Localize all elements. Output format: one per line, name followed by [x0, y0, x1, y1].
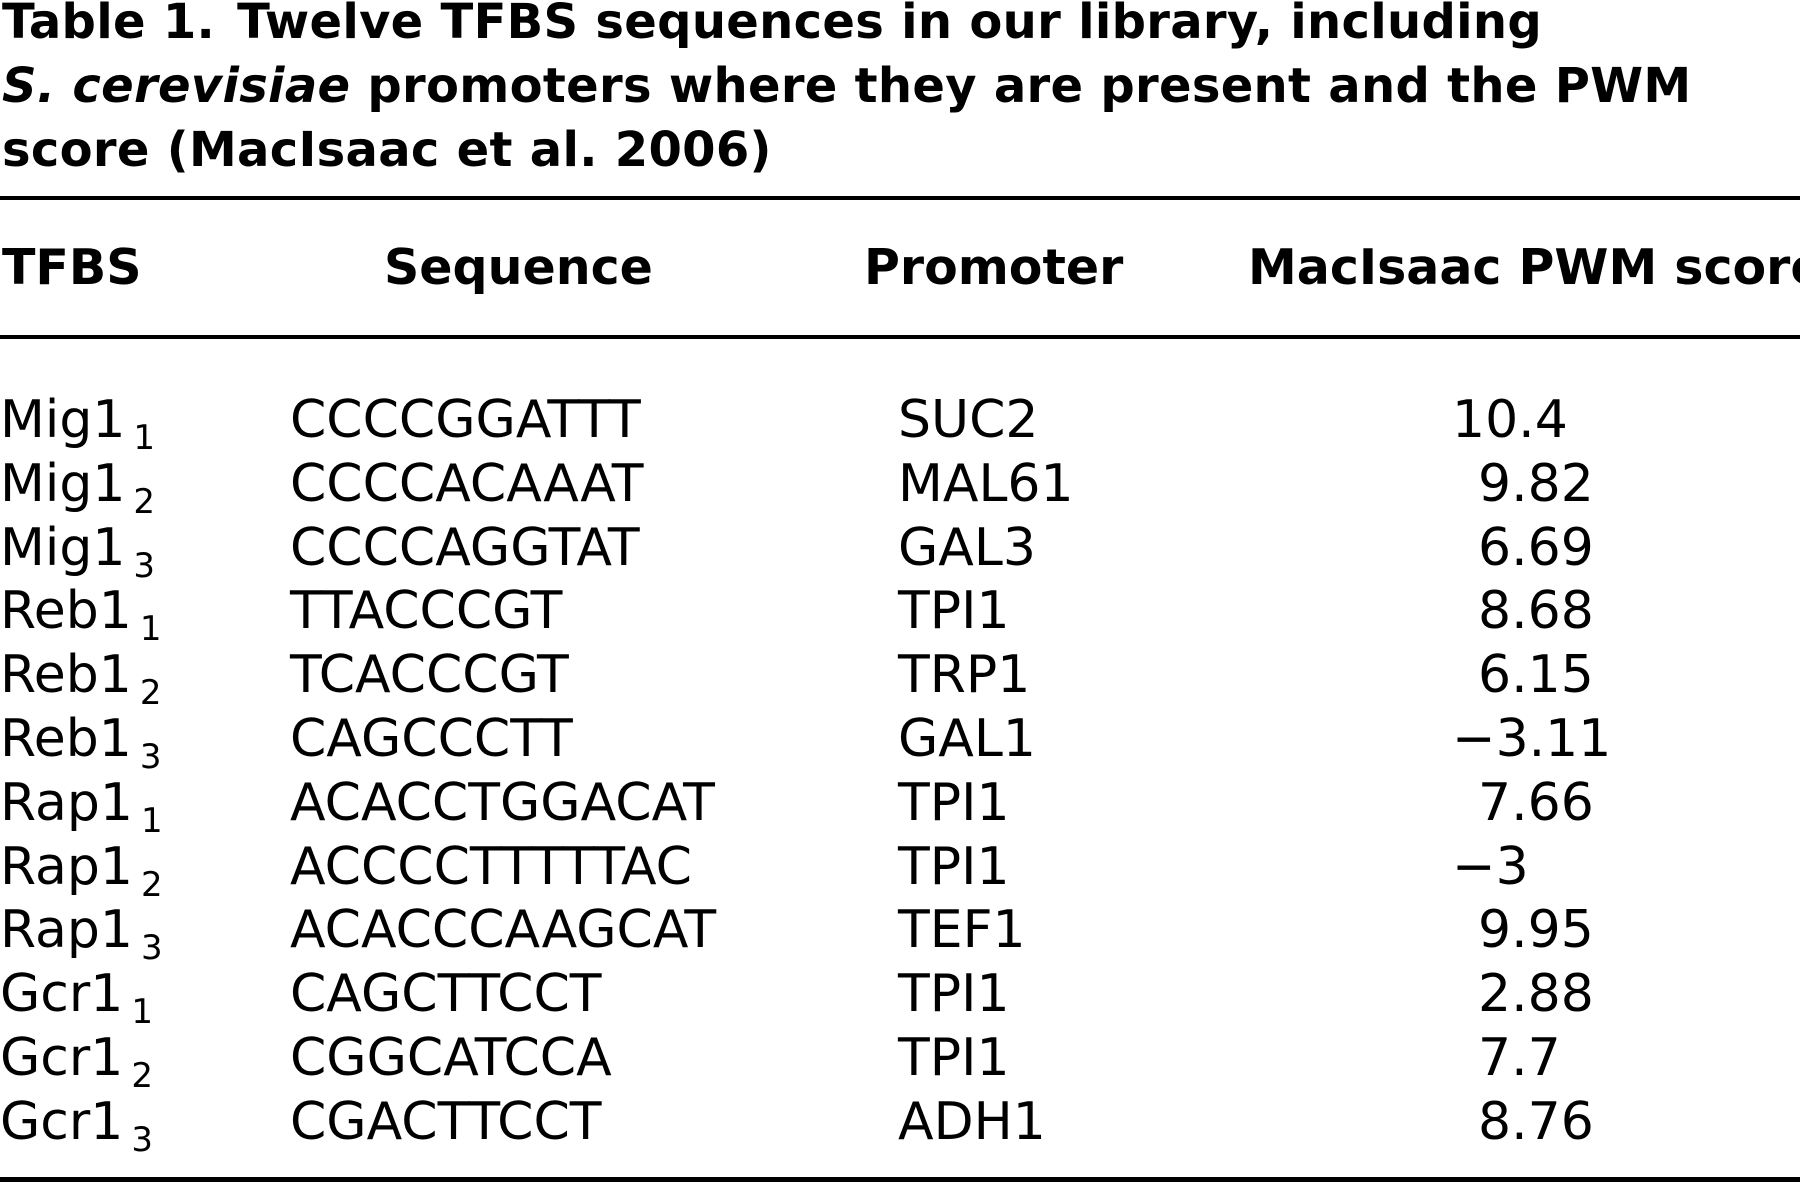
promoter-cell: TEF1: [898, 900, 1026, 960]
sequence-cell: ACACCTGGACAT: [290, 773, 715, 833]
sequence-cell: CGACTTCCT: [290, 1092, 602, 1152]
promoter-cell: GAL1: [898, 709, 1036, 769]
tfbs-cell: Reb1 1: [0, 579, 162, 661]
table-row: Reb1 2 TCACCCGT TRP1 6.15: [0, 643, 1800, 713]
score-cell: 9.82: [1452, 454, 1594, 514]
promoter-cell: GAL3: [898, 518, 1036, 578]
sequence-cell: CCCCAGGTAT: [290, 518, 640, 578]
promoter-cell: TPI1: [898, 1028, 1010, 1088]
tfbs-cell: Mig1 3: [0, 516, 155, 598]
promoter-cell: TPI1: [898, 837, 1010, 897]
promoter-cell: TPI1: [898, 773, 1010, 833]
tfbs-name: Reb1: [0, 709, 132, 769]
bottom-rule: [0, 1177, 1800, 1182]
tfbs-name: Gcr1: [0, 964, 124, 1024]
tfbs-index: 1: [131, 992, 153, 1032]
promoter-cell: TPI1: [898, 964, 1010, 1024]
sequence-cell: ACCCCTTTTTAC: [290, 837, 692, 897]
table-row: Gcr1 2 CGGCATCCA TPI1 7.7: [0, 1026, 1800, 1096]
sequence-cell: CAGCTTCCT: [290, 964, 602, 1024]
score-cell: 8.76: [1452, 1092, 1594, 1152]
tfbs-name: Rap1: [0, 837, 133, 897]
tfbs-name: Reb1: [0, 581, 132, 641]
header-rule: [0, 335, 1800, 339]
tfbs-index: 3: [133, 546, 156, 586]
sequence-cell: CCCCGGATTT: [290, 390, 641, 450]
sequence-cell: CGGCATCCA: [290, 1028, 612, 1088]
tfbs-index: 2: [133, 482, 156, 522]
tfbs-name: Gcr1: [0, 1092, 124, 1152]
column-header-score: MacIsaac PWM score: [1248, 239, 1800, 296]
top-rule: [0, 196, 1800, 200]
score-cell: 6.69: [1452, 518, 1594, 578]
table-row: Reb1 1 TTACCCGT TPI1 8.68: [0, 579, 1800, 649]
tfbs-cell: Reb1 2: [0, 643, 162, 725]
score-cell: 6.15: [1452, 645, 1594, 705]
sequence-cell: CCCCACAAAT: [290, 454, 644, 514]
column-header-tfbs: TFBS: [2, 239, 142, 296]
tfbs-index: 3: [139, 737, 162, 777]
column-header-sequence: Sequence: [384, 239, 653, 296]
promoter-cell: TRP1: [898, 645, 1031, 705]
tfbs-cell: Mig1 2: [0, 452, 155, 534]
caption-species: S. cerevisiae: [2, 58, 351, 114]
tfbs-index: 1: [140, 801, 163, 841]
tfbs-index: 2: [140, 865, 163, 905]
score-cell: −3.11: [1452, 709, 1612, 769]
tfbs-index: 1: [133, 418, 156, 458]
sequence-cell: CAGCCCTT: [290, 709, 573, 769]
score-cell: 9.95: [1452, 900, 1594, 960]
tfbs-cell: Rap1 2: [0, 835, 163, 917]
tfbs-cell: Gcr1 1: [0, 962, 153, 1044]
table-row: Rap1 3 ACACCCAAGCAT TEF1 9.95: [0, 898, 1800, 968]
score-cell: 8.68: [1452, 581, 1594, 641]
sequence-cell: TCACCCGT: [290, 645, 569, 705]
table-label: Table 1.: [2, 0, 216, 50]
score-cell: 10.4: [1452, 390, 1568, 450]
promoter-cell: MAL61: [898, 454, 1074, 514]
table-row: Rap1 2 ACCCCTTTTTAC TPI1 −3: [0, 835, 1800, 905]
caption-text-1: Twelve TFBS sequences in our library, in…: [237, 0, 1543, 50]
tfbs-cell: Rap1 1: [0, 771, 163, 853]
table-row: Mig1 2 CCCCACAAAT MAL61 9.82: [0, 452, 1800, 522]
score-cell: 7.66: [1452, 773, 1594, 833]
tfbs-name: Gcr1: [0, 1028, 124, 1088]
sequence-cell: ACACCCAAGCAT: [290, 900, 717, 960]
sequence-cell: TTACCCGT: [290, 581, 563, 641]
tfbs-index: 2: [139, 673, 162, 713]
promoter-cell: TPI1: [898, 581, 1010, 641]
tfbs-name: Rap1: [0, 900, 133, 960]
tfbs-cell: Reb1 3: [0, 707, 162, 789]
tfbs-name: Reb1: [0, 645, 132, 705]
tfbs-cell: Gcr1 3: [0, 1090, 153, 1172]
tfbs-name: Rap1: [0, 773, 133, 833]
tfbs-index: 3: [140, 928, 163, 968]
table-row: Gcr1 1 CAGCTTCCT TPI1 2.88: [0, 962, 1800, 1032]
score-cell: −3: [1452, 837, 1529, 897]
score-cell: 7.7: [1452, 1028, 1561, 1088]
tfbs-name: Mig1: [0, 390, 126, 450]
table-row: Reb1 3 CAGCCCTT GAL1 −3.11: [0, 707, 1800, 777]
tfbs-cell: Gcr1 2: [0, 1026, 153, 1108]
tfbs-cell: Rap1 3: [0, 898, 163, 980]
tfbs-cell: Mig1 1: [0, 388, 155, 470]
tfbs-index: 3: [131, 1120, 153, 1160]
tfbs-index: 2: [131, 1056, 153, 1096]
score-cell: 2.88: [1452, 964, 1594, 1024]
tfbs-name: Mig1: [0, 518, 126, 578]
table-row: Gcr1 3 CGACTTCCT ADH1 8.76: [0, 1090, 1800, 1160]
promoter-cell: ADH1: [898, 1092, 1046, 1152]
table-caption: Table 1. Twelve TFBS sequences in our lib…: [2, 0, 1792, 182]
tfbs-index: 1: [139, 609, 162, 649]
caption-text-2: promoters where they are present and the…: [2, 58, 1692, 178]
tfbs-name: Mig1: [0, 454, 126, 514]
column-header-promoter: Promoter: [864, 239, 1124, 296]
table-row: Mig1 3 CCCCAGGTAT GAL3 6.69: [0, 516, 1800, 586]
promoter-cell: SUC2: [898, 390, 1039, 450]
table-row: Rap1 1 ACACCTGGACAT TPI1 7.66: [0, 771, 1800, 841]
table-row: Mig1 1 CCCCGGATTT SUC2 10.4: [0, 388, 1800, 458]
